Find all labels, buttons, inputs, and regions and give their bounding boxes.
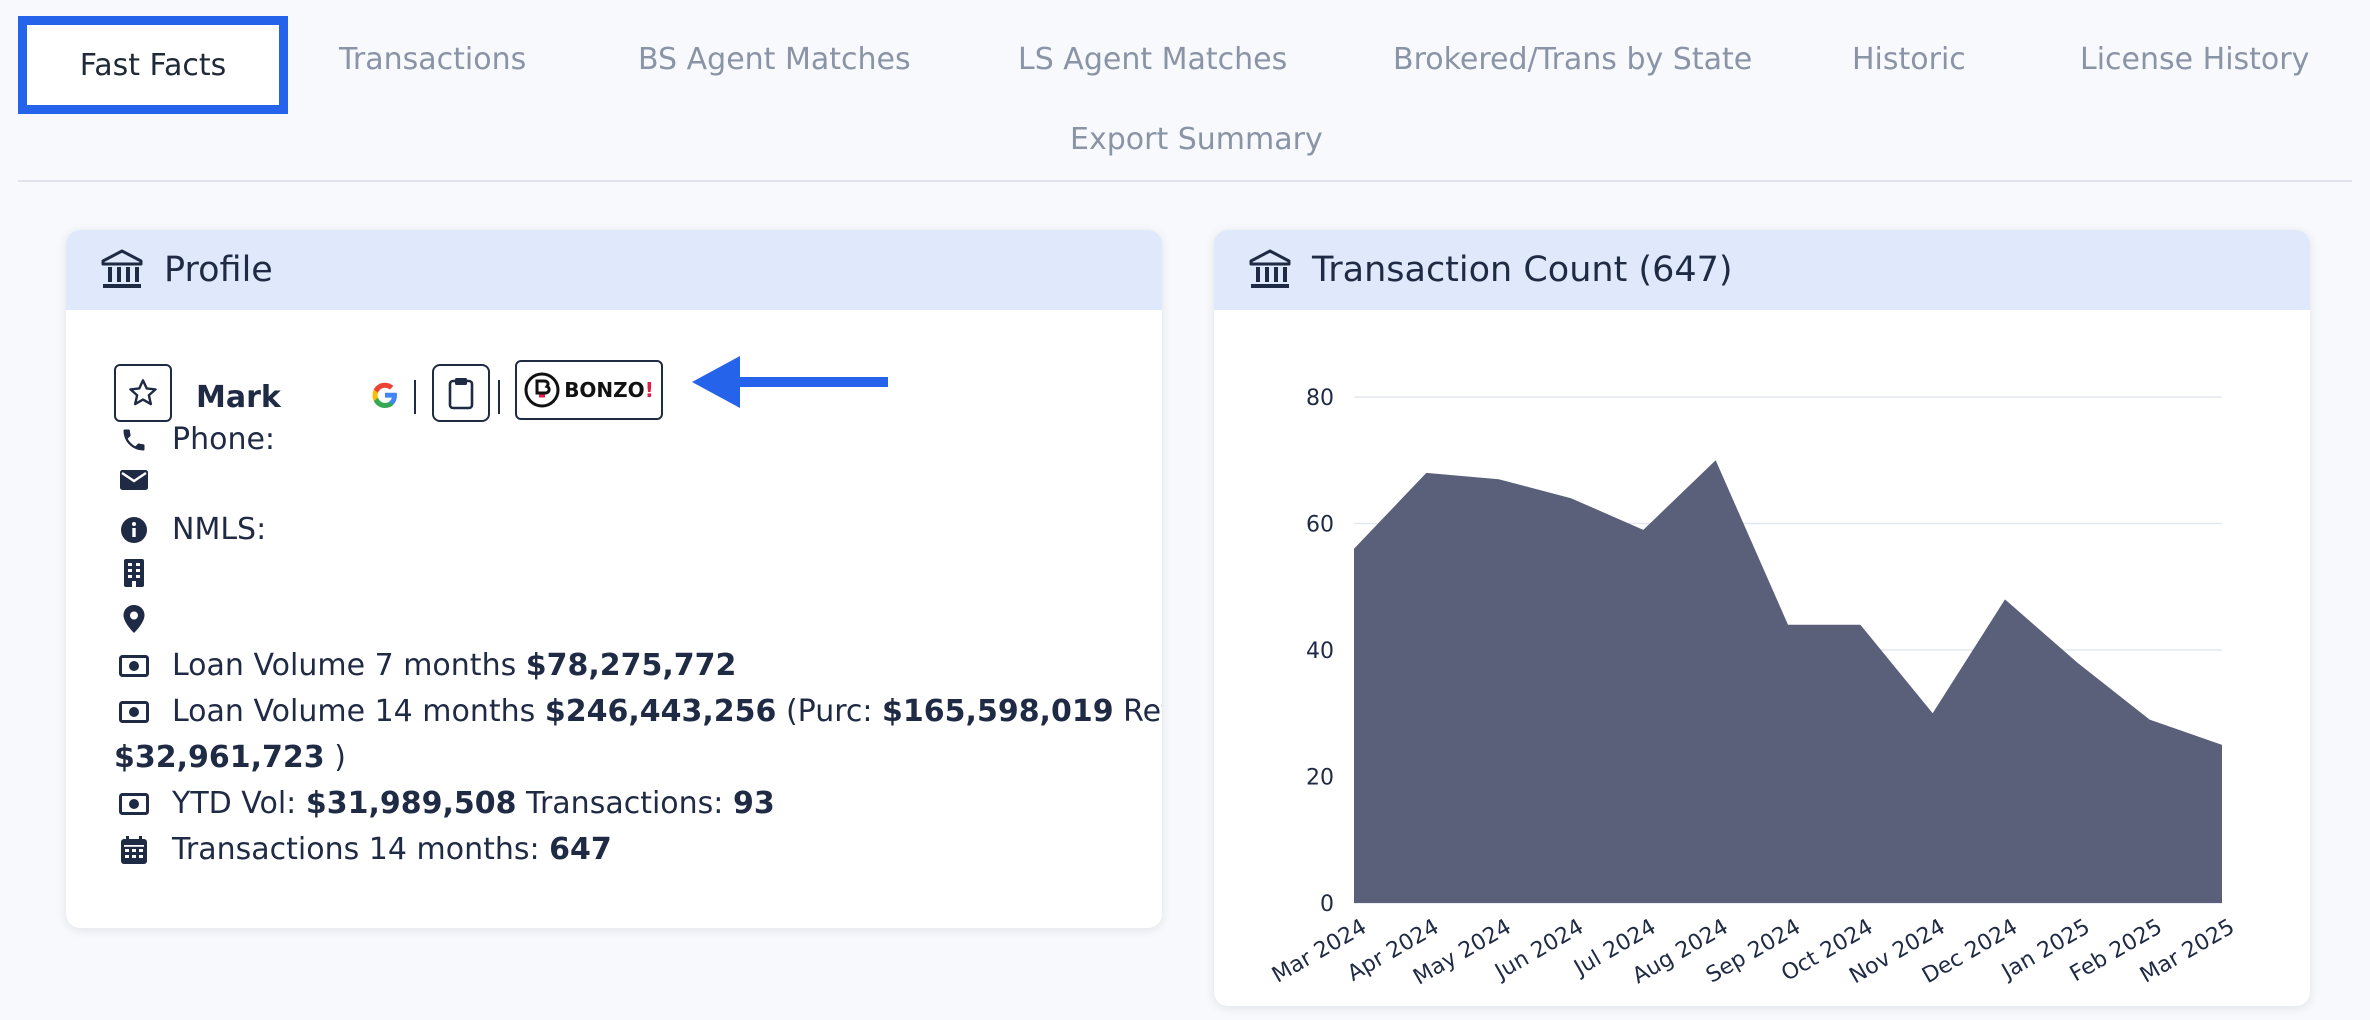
- clipboard-icon: [448, 378, 474, 410]
- profile-card: Profile Mark BONZO!: [66, 230, 1162, 928]
- nmls-label: NMLS:: [172, 512, 267, 547]
- money-icon: [116, 700, 152, 724]
- tab-brokered-trans-by-state[interactable]: Brokered/Trans by State: [1393, 42, 1753, 77]
- tab-license-history[interactable]: License History: [2080, 42, 2310, 77]
- profile-name: Mark: [196, 380, 281, 415]
- phone-icon: [116, 426, 152, 454]
- nmls-row: NMLS:: [116, 512, 266, 547]
- tab-export-summary[interactable]: Export Summary: [1070, 122, 1323, 157]
- separator: [498, 380, 500, 414]
- loan-volume-14-row: Loan Volume 14 months $246,443,256 (Purc…: [116, 694, 1162, 729]
- refi-close: ): [334, 740, 346, 775]
- bonzo-label: BONZO!: [564, 378, 654, 402]
- building-icon: [116, 558, 152, 588]
- phone-label: Phone:: [172, 422, 276, 457]
- google-logo: [372, 382, 397, 408]
- ytd-row: YTD Vol: $31,989,508 Transactions: 93: [116, 786, 775, 821]
- clipboard-button[interactable]: [432, 364, 490, 422]
- company-row: [116, 558, 172, 588]
- y-tick-label: 60: [1306, 513, 1334, 538]
- money-icon: [116, 792, 152, 816]
- tab-ls-agent-matches[interactable]: LS Agent Matches: [1018, 42, 1288, 77]
- location-row: [116, 604, 172, 634]
- google-icon[interactable]: [370, 380, 400, 418]
- phone-row: Phone:: [116, 422, 275, 457]
- location-pin-icon: [116, 604, 152, 634]
- refi-value: $32,961,723: [114, 740, 325, 775]
- separator: [414, 380, 416, 414]
- y-tick-label: 0: [1320, 892, 1334, 917]
- ytd-tx-value: 93: [732, 786, 775, 821]
- y-tick-label: 80: [1306, 386, 1334, 411]
- bonzo-button[interactable]: BONZO!: [515, 360, 663, 420]
- transaction-area-series: [1354, 460, 2222, 903]
- purc-value: $165,598,019: [882, 694, 1114, 729]
- loan7-value: $78,275,772: [525, 648, 737, 683]
- y-tick-label: 20: [1306, 766, 1334, 791]
- profile-card-header: Profile: [66, 230, 1162, 310]
- loan14-value: $246,443,256: [544, 694, 777, 729]
- bank-icon: [1249, 249, 1291, 288]
- transaction-count-card: Transaction Count (647) 0 20 40 60 80 Mar 202…: [1214, 230, 2310, 1006]
- tab-historic[interactable]: Historic: [1852, 42, 1966, 77]
- tab-fast-facts[interactable]: Fast Facts: [18, 16, 288, 114]
- refi-row: $32,961,723 ): [114, 740, 346, 775]
- tab-transactions[interactable]: Transactions: [339, 42, 527, 77]
- tabs-divider: [18, 180, 2352, 182]
- refi-label: Refi:: [1123, 694, 1162, 729]
- loan14-label: Loan Volume 14 months: [172, 694, 536, 729]
- arrow-left-icon: [692, 356, 888, 408]
- transaction-count-card-header: Transaction Count (647): [1214, 230, 2310, 310]
- envelope-icon: [116, 468, 152, 492]
- tx14-label: Transactions 14 months:: [172, 832, 540, 867]
- star-icon: [129, 379, 157, 406]
- bonzo-logo: [524, 372, 560, 408]
- tab-bar: Fast Facts Transactions BS Agent Matches…: [0, 0, 2370, 180]
- loan7-label: Loan Volume 7 months: [172, 648, 517, 683]
- tab-bs-agent-matches[interactable]: BS Agent Matches: [638, 42, 911, 77]
- calendar-icon: [116, 835, 152, 865]
- money-icon: [116, 654, 152, 678]
- ytd-tx-label: Transactions:: [526, 786, 724, 821]
- info-icon: [116, 515, 152, 545]
- purc-label: (Purc:: [785, 694, 873, 729]
- y-tick-label: 40: [1306, 639, 1334, 664]
- ytd-label: YTD Vol:: [172, 786, 297, 821]
- profile-title: Profile: [164, 250, 273, 290]
- email-row: [116, 468, 172, 492]
- favorite-button[interactable]: [114, 364, 172, 422]
- ytd-value: $31,989,508: [305, 786, 517, 821]
- bank-icon: [101, 249, 143, 288]
- tx14-row: Transactions 14 months: 647: [116, 832, 612, 867]
- tx14-value: 647: [549, 832, 612, 867]
- transaction-count-title: Transaction Count (647): [1312, 250, 1733, 290]
- loan-volume-7-row: Loan Volume 7 months $78,275,772: [116, 648, 736, 683]
